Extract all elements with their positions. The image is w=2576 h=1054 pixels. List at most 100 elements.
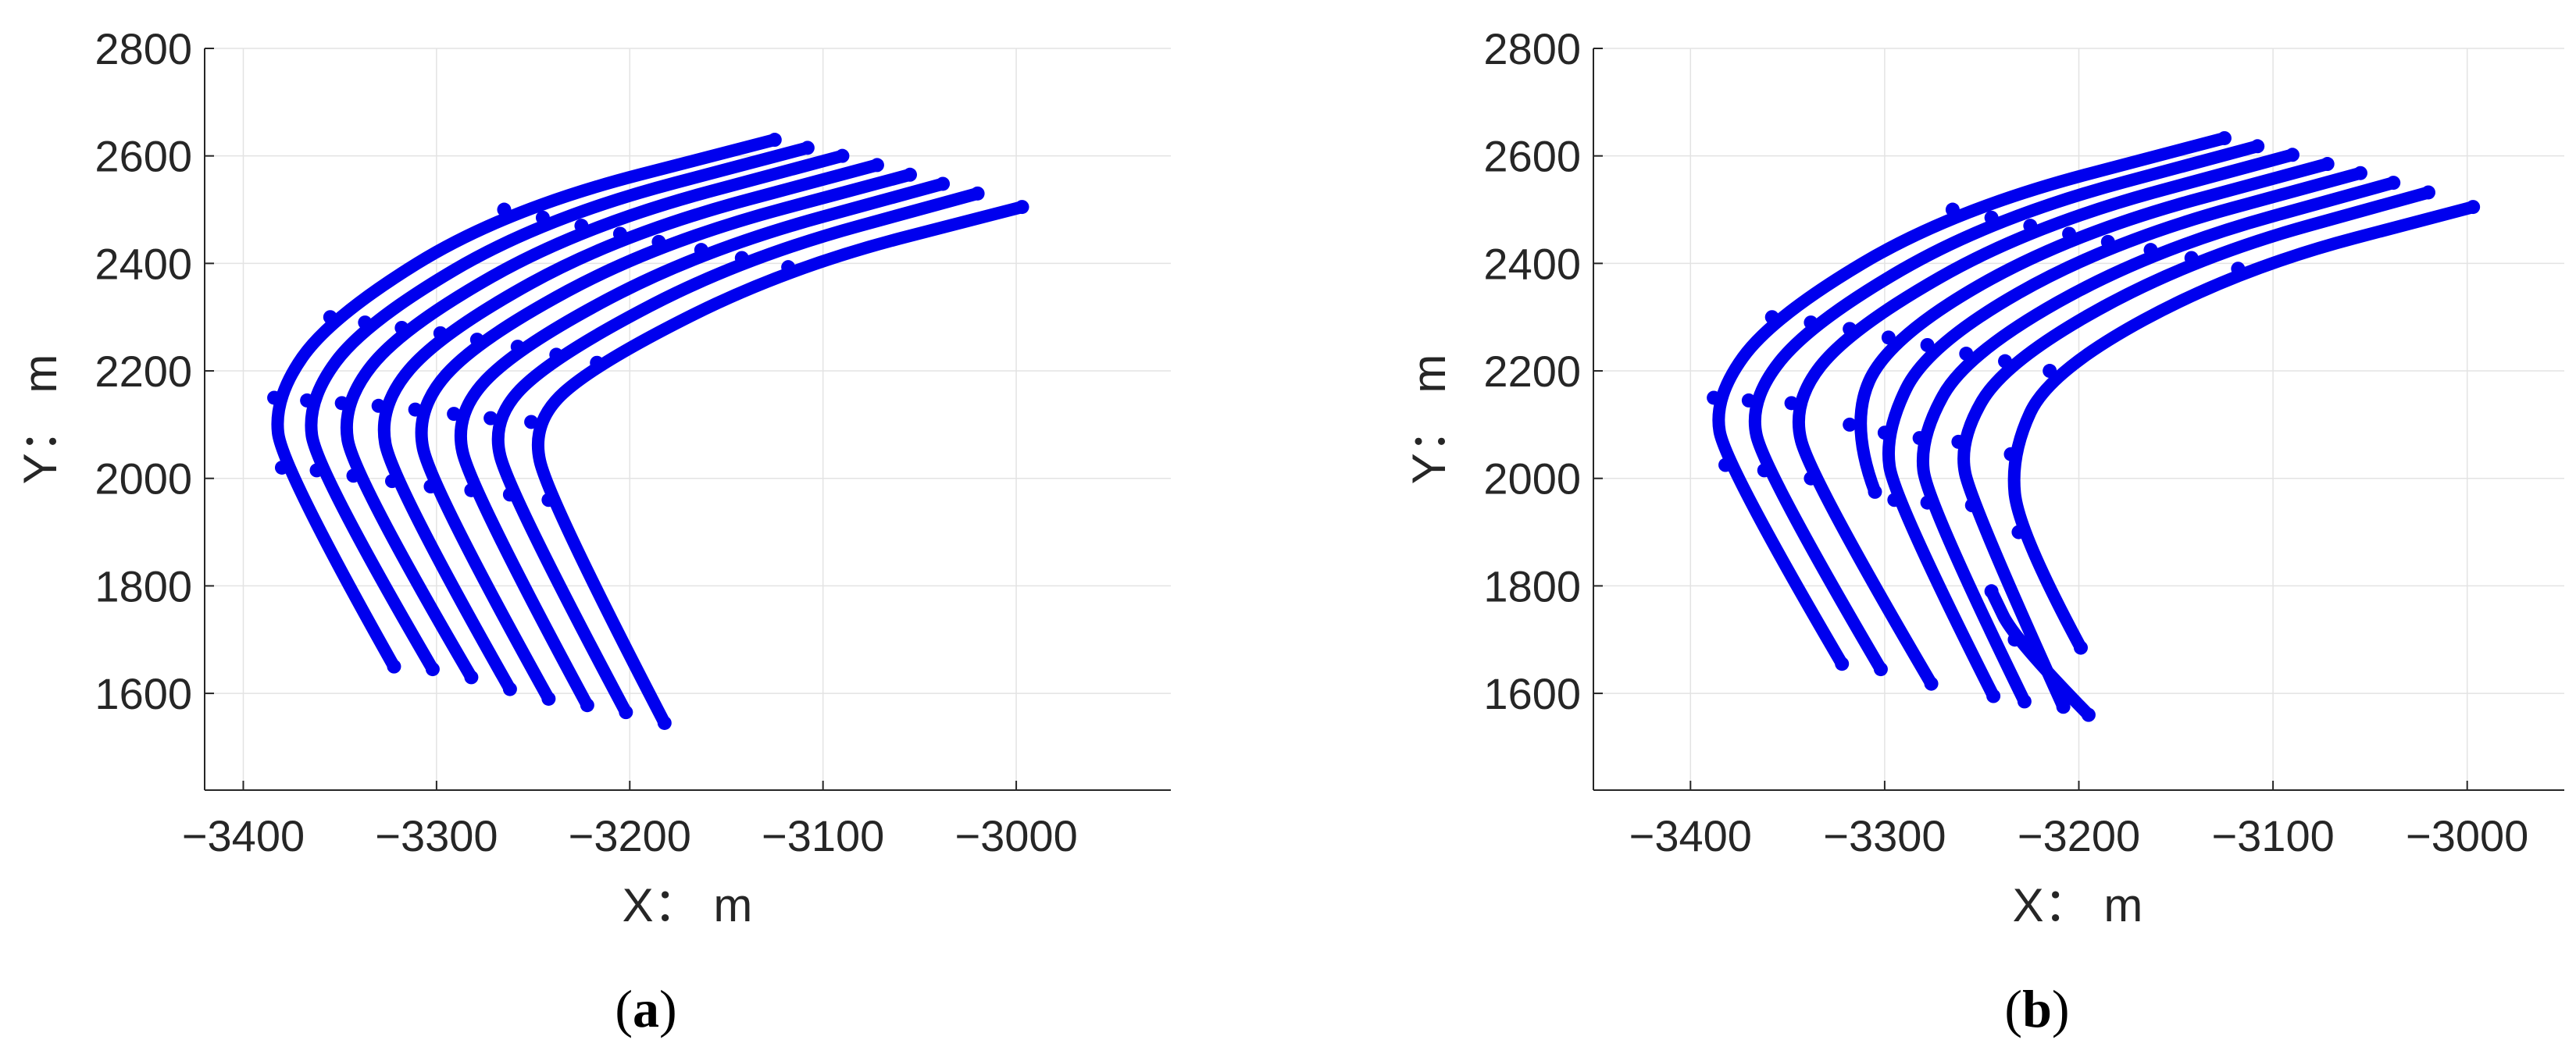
trajectory-a-7	[491, 187, 984, 719]
data-point-a-7	[483, 411, 498, 426]
trajectory-a-4	[377, 158, 883, 696]
data-point-b-1	[2217, 130, 2232, 145]
data-point-b-8	[2073, 640, 2088, 655]
data-point-a-5	[408, 402, 423, 417]
data-point-b-4	[1881, 330, 1896, 345]
data-point-b-5	[1877, 426, 1892, 440]
data-point-a-5	[469, 333, 484, 347]
data-point-a-3	[574, 219, 589, 233]
data-point-a-4	[612, 226, 627, 241]
y-tick-label-b: 2200	[1483, 347, 1581, 396]
data-point-a-8	[590, 355, 605, 370]
panel-b: −3400 −3300 −3200 −3100 −3000 1600 1800 2000 220…	[1403, 24, 2564, 1038]
data-point-b-6	[2017, 694, 2032, 709]
y-tick-label-b: 2600	[1483, 132, 1581, 181]
data-point-b-7	[2184, 251, 2199, 265]
axes-a	[204, 48, 1171, 791]
data-point-b-6	[1920, 495, 1935, 510]
data-point-a-8	[781, 260, 796, 275]
data-point-a-3	[835, 148, 850, 163]
y-tick-label-b: 2800	[1483, 24, 1581, 73]
trajectory-b-1	[1712, 131, 2231, 671]
ticks-b: −3400 −3300 −3200 −3100 −3000 1600 1800 2000 220…	[1483, 24, 2528, 860]
data-point-b-8	[2043, 364, 2057, 379]
data-point-b-3	[1804, 471, 1818, 486]
data-point-b-7	[1964, 498, 1979, 513]
data-point-a-2	[800, 141, 815, 155]
x-axis-label-b: X： m	[2013, 879, 2143, 931]
data-point-a-2	[425, 662, 440, 677]
data-point-b-8	[2231, 262, 2246, 276]
data-point-b-2	[1757, 463, 1771, 478]
data-point-b-7	[1998, 354, 2013, 369]
data-point-b-5	[2100, 234, 2115, 249]
panel-a: −3400 −3300 −3200 −3100 −3000 1600 1800 2000 220…	[14, 24, 1171, 1038]
x-tick-label-a: −3300	[375, 811, 498, 860]
panel-caption-a: (a)	[615, 979, 676, 1038]
data-point-b-4	[1843, 417, 1857, 432]
data-point-b-5	[2353, 166, 2367, 180]
plot-area-a	[205, 48, 1171, 790]
data-point-b-6	[1912, 431, 1927, 446]
data-point-a-1	[323, 310, 337, 325]
trajectory-b-5	[1882, 166, 2367, 703]
data-point-b-1	[1718, 458, 1733, 472]
y-tick-label-a: 1600	[95, 669, 192, 718]
data-point-b-1	[1707, 390, 1721, 405]
data-point-a-7	[549, 347, 564, 362]
trajectory-b-6	[1916, 176, 2400, 708]
data-point-b-3	[2023, 219, 2038, 233]
data-point-a-6	[580, 698, 594, 713]
data-point-a-2	[535, 210, 550, 225]
data-point-b-8	[2011, 525, 2026, 539]
data-point-a-4	[384, 474, 399, 489]
data-point-a-5	[423, 479, 438, 494]
data-point-a-8	[657, 715, 672, 730]
y-tick-label-a: 1800	[95, 561, 192, 611]
data-point-b-7	[1951, 434, 1966, 449]
y-tick-label-b: 1600	[1483, 669, 1581, 718]
ticks-a: −3400 −3300 −3200 −3100 −3000 1600 1800 2000 220…	[95, 24, 1077, 860]
trajectory-b-9	[1985, 585, 2095, 721]
y-tick-label-a: 2400	[95, 239, 192, 288]
data-point-b-1	[1764, 310, 1779, 325]
data-point-a-7	[734, 251, 749, 265]
x-tick-label-b: −3000	[2406, 811, 2528, 860]
data-point-a-8	[524, 415, 539, 429]
y-tick-label-b: 1800	[1483, 561, 1581, 611]
data-point-b-8	[2003, 447, 2018, 461]
data-point-a-8	[1015, 200, 1029, 215]
data-point-b-1	[1835, 657, 1850, 671]
data-point-a-5	[651, 234, 666, 249]
data-point-a-2	[309, 463, 324, 478]
trajectory-a-5	[415, 168, 917, 705]
data-point-b-2	[1984, 210, 1999, 225]
data-point-a-1	[387, 659, 401, 674]
x-tick-label-a: −3200	[569, 811, 691, 860]
panel-letter-b: b	[2022, 979, 2052, 1038]
data-point-a-4	[502, 682, 517, 696]
y-tick-label-a: 2800	[95, 24, 192, 73]
series-group-a	[267, 133, 1029, 730]
y-tick-label-a: 2200	[95, 347, 192, 396]
data-point-b-4	[1868, 484, 1882, 499]
data-point-b-2	[1804, 315, 1818, 330]
data-point-b-6	[2386, 176, 2401, 191]
data-point-a-6	[694, 243, 708, 258]
data-point-a-1	[274, 460, 289, 475]
trajectory-b-2	[1748, 140, 2264, 676]
trajectory-b-3	[1792, 148, 2299, 690]
x-tick-label-a: −3400	[182, 811, 305, 860]
data-point-b-8	[2466, 200, 2481, 215]
data-point-b-3	[1843, 322, 1857, 336]
data-point-a-7	[619, 705, 633, 720]
series-group-b	[1707, 130, 2481, 722]
x-tick-label-a: −3000	[954, 811, 1077, 860]
data-point-a-5	[903, 167, 918, 182]
data-point-b-2	[2250, 139, 2265, 154]
data-point-a-1	[767, 133, 782, 148]
data-point-b-9	[2081, 707, 2096, 722]
data-point-a-3	[464, 670, 479, 685]
y-tick-label-b: 2400	[1483, 239, 1581, 288]
